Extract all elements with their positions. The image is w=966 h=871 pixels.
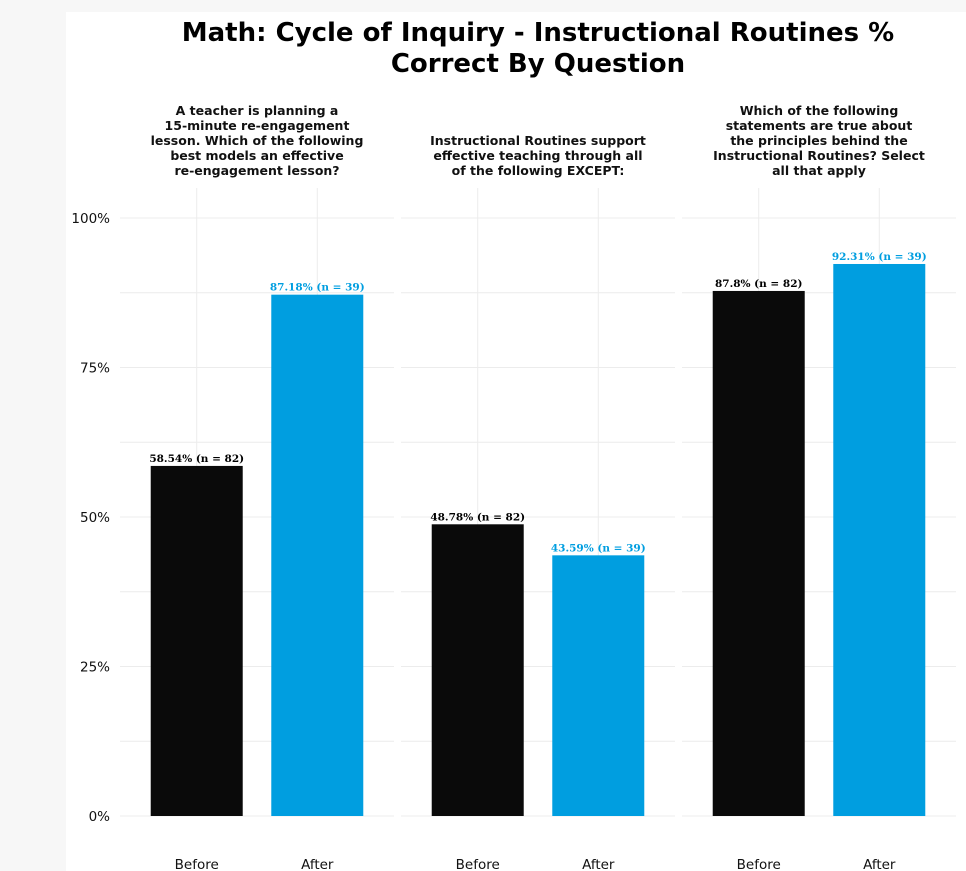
bar-before	[712, 290, 805, 816]
chart-title-line: Math: Cycle of Inquiry - Instructional R…	[182, 18, 894, 48]
facet-title-line: 15-minute re-engagement	[165, 118, 350, 133]
y-tick-label: 50%	[80, 510, 110, 526]
facet-title-line: the principles behind the	[730, 133, 907, 148]
bar-after	[833, 263, 926, 816]
bar-value-label: 87.18% (n = 39)	[270, 282, 365, 294]
facet-title-line: A teacher is planning a	[176, 103, 339, 118]
x-tick-label: After	[582, 857, 615, 871]
x-tick-label: After	[301, 857, 334, 871]
faceted-bar-chart: Math: Cycle of Inquiry - Instructional R…	[71, 18, 956, 871]
facet-title-line: all that apply	[772, 163, 866, 178]
facet-title-line: effective teaching through all	[433, 148, 642, 163]
bar-value-label: 48.78% (n = 82)	[430, 511, 525, 523]
x-tick-label: Before	[456, 857, 500, 871]
facet-title-line: of the following EXCEPT:	[452, 163, 625, 178]
y-tick-label: 25%	[80, 660, 110, 676]
bar-value-label: 87.8% (n = 82)	[715, 278, 803, 290]
y-tick-label: 100%	[71, 211, 110, 227]
chart-title-line: Correct By Question	[391, 49, 685, 79]
bar-value-label: 58.54% (n = 82)	[149, 453, 244, 465]
bar-after	[271, 294, 364, 817]
facet-title-line: best models an effective	[170, 148, 343, 163]
y-tick-label: 0%	[89, 809, 111, 825]
facet-title-line: Instructional Routines? Select	[713, 148, 925, 163]
facet-title-line: Which of the following	[740, 103, 899, 118]
bar-before	[431, 524, 524, 816]
bar-value-label: 92.31% (n = 39)	[832, 251, 927, 263]
y-tick-label: 75%	[80, 361, 110, 377]
x-tick-label: Before	[175, 857, 219, 871]
chart-canvas: Math: Cycle of Inquiry - Instructional R…	[66, 12, 966, 871]
facet-title-line: Instructional Routines support	[430, 133, 646, 148]
bar-after	[552, 555, 645, 816]
x-tick-label: Before	[737, 857, 781, 871]
x-tick-label: After	[863, 857, 896, 871]
bar-before	[150, 465, 243, 816]
facet-title-line: re-engagement lesson?	[174, 163, 339, 178]
facet-title-line: lesson. Which of the following	[151, 133, 364, 148]
bar-value-label: 43.59% (n = 39)	[551, 542, 646, 554]
facet-title-line: statements are true about	[726, 118, 913, 133]
